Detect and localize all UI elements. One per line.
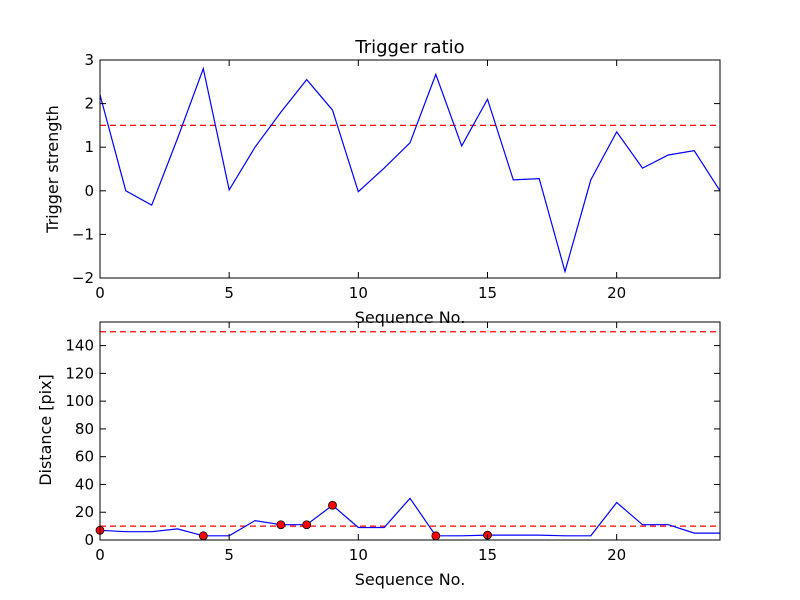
y-tick-label: 1 [84, 138, 94, 156]
x-tick-label: 0 [95, 546, 105, 564]
y-tick-label: 60 [75, 448, 94, 466]
y-tick-label: 80 [75, 420, 94, 438]
y-axis-label: Distance [pix] [36, 374, 55, 486]
x-tick-label: 10 [349, 284, 368, 302]
chart-title: Trigger ratio [354, 37, 464, 58]
x-tick-label: 15 [478, 546, 497, 564]
x-tick-label: 15 [478, 284, 497, 302]
data-point-marker [302, 520, 312, 530]
x-axis-label: Sequence No. [355, 570, 466, 589]
y-tick-label: 140 [65, 337, 94, 355]
x-tick-label: 10 [349, 546, 368, 564]
data-point-marker [276, 520, 286, 530]
y-axis-label: Trigger strength [43, 105, 62, 234]
y-tick-label: 20 [75, 503, 94, 521]
distance-plot: Distance [pix] Sequence No. 0 5 10 15 20 0 20 4… [36, 321, 721, 589]
data-point-marker [328, 500, 337, 510]
x-tick-label: 5 [224, 284, 234, 302]
x-tick-label: 5 [224, 546, 234, 564]
y-tick-label: 100 [65, 392, 94, 410]
x-axis-label: Sequence No. [355, 308, 466, 327]
axes-frame [99, 59, 721, 279]
y-tick-label: 0 [84, 531, 94, 549]
x-tick-label: 20 [607, 546, 626, 564]
y-tick-label: 0 [84, 182, 94, 200]
y-tick-label: 40 [75, 475, 94, 493]
data-point-marker [431, 531, 441, 541]
trigger-ratio-plot: Trigger ratio Trigger strength Sequence … [43, 37, 721, 327]
series-line [99, 66, 721, 274]
data-point-marker [198, 531, 208, 541]
y-tick-label: 120 [65, 364, 94, 382]
x-tick-label: 20 [607, 284, 626, 302]
y-tick-label: −1 [72, 225, 94, 243]
y-tick-label: −2 [72, 269, 94, 287]
x-tick-label: 0 [95, 284, 105, 302]
y-tick-label: 2 [84, 95, 94, 113]
y-tick-label: 3 [84, 51, 94, 69]
axes-frame [99, 321, 721, 541]
